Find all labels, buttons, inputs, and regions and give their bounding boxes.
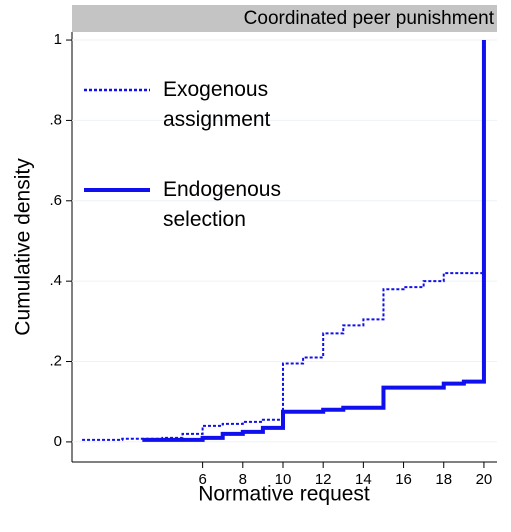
y-tick-label: 0 xyxy=(54,433,62,450)
y-tick-label: .6 xyxy=(49,192,62,209)
y-tick-label: .8 xyxy=(49,111,62,128)
y-tick-label: 1 xyxy=(54,31,62,48)
x-tick-label: 6 xyxy=(198,471,206,488)
step-line xyxy=(142,40,486,442)
x-tick-label: 14 xyxy=(355,471,372,488)
y-axis-label: Cumulative density xyxy=(12,158,35,336)
x-tick-label: 10 xyxy=(275,471,292,488)
legend-label: Exogenous assignment xyxy=(163,78,271,131)
title-strip xyxy=(72,5,497,32)
x-tick-label: 20 xyxy=(476,471,493,488)
y-tick-label: .2 xyxy=(49,353,62,370)
x-axis-label: Normative request xyxy=(198,483,370,506)
legend-label: Endogenous selection xyxy=(163,178,281,231)
step-line xyxy=(82,272,484,441)
x-tick-label: 12 xyxy=(315,471,332,488)
x-tick-label: 16 xyxy=(395,471,412,488)
y-tick-label: .4 xyxy=(49,272,62,289)
x-tick-label: 18 xyxy=(435,471,452,488)
x-tick-label: 8 xyxy=(239,471,247,488)
chart-title: Coordinated peer punishment xyxy=(244,8,495,29)
